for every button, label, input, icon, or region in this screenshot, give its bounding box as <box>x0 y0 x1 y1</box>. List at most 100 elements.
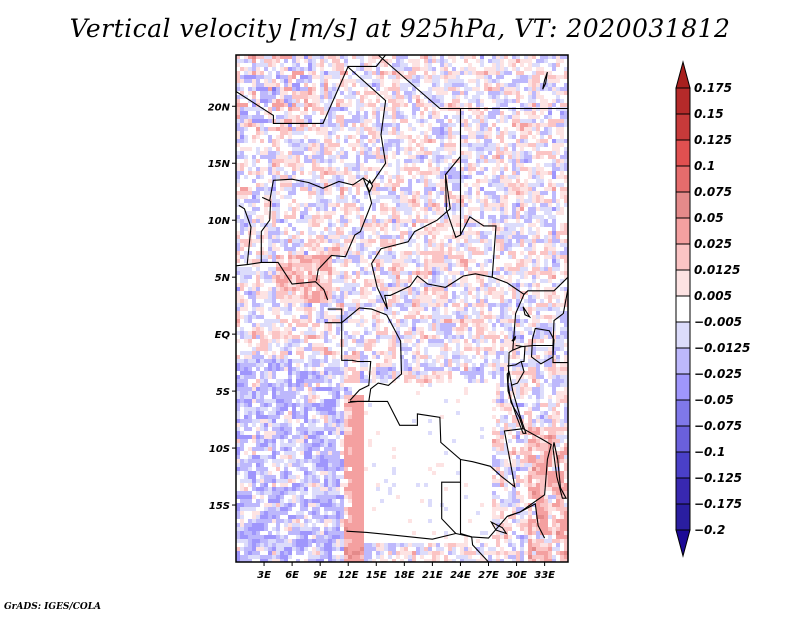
field-cell <box>348 111 352 115</box>
field-cell <box>460 171 464 175</box>
field-cell <box>452 123 456 127</box>
field-cell <box>464 143 468 147</box>
field-cell <box>340 55 344 59</box>
field-cell <box>400 307 404 311</box>
field-cell <box>240 299 244 303</box>
field-cell <box>416 259 420 263</box>
field-cell <box>292 191 296 195</box>
field-cell <box>332 207 336 211</box>
field-cell <box>272 267 276 271</box>
field-cell <box>300 219 304 223</box>
field-cell <box>360 167 364 171</box>
field-cell <box>424 155 428 159</box>
field-cell <box>296 147 300 151</box>
field-cell <box>492 343 496 347</box>
field-cell <box>236 395 240 399</box>
field-cell <box>564 155 568 159</box>
field-cell <box>348 355 352 359</box>
field-cell <box>428 323 432 327</box>
field-cell <box>480 59 484 63</box>
field-cell <box>300 255 304 259</box>
field-cell <box>528 127 532 131</box>
field-cell <box>468 199 472 203</box>
field-cell <box>376 267 380 271</box>
field-cell <box>308 95 312 99</box>
field-cell <box>336 143 340 147</box>
field-cell <box>456 255 460 259</box>
field-cell <box>412 223 416 227</box>
field-cell <box>476 263 480 267</box>
field-cell <box>444 127 448 131</box>
field-cell <box>380 375 384 379</box>
field-cell <box>312 143 316 147</box>
field-cell <box>412 295 416 299</box>
field-cell <box>464 203 468 207</box>
field-cell <box>288 283 292 287</box>
field-cell <box>472 111 476 115</box>
field-cell <box>312 95 316 99</box>
field-cell <box>472 307 476 311</box>
field-cell <box>284 399 288 403</box>
field-cell <box>536 83 540 87</box>
field-cell <box>440 299 444 303</box>
field-cell <box>316 151 320 155</box>
field-cell <box>476 347 480 351</box>
field-cell <box>344 339 348 343</box>
field-cell <box>324 267 328 271</box>
field-cell <box>528 355 532 359</box>
field-cell <box>268 139 272 143</box>
field-cell <box>560 251 564 255</box>
field-cell <box>440 103 444 107</box>
field-cell <box>296 131 300 135</box>
field-cell <box>360 339 364 343</box>
field-cell <box>396 295 400 299</box>
field-cell <box>328 147 332 151</box>
field-cell <box>240 223 244 227</box>
field-cell <box>324 299 328 303</box>
field-cell <box>320 287 324 291</box>
field-cell <box>488 191 492 195</box>
field-cell <box>380 307 384 311</box>
field-cell <box>380 175 384 179</box>
field-cell <box>244 363 248 367</box>
field-cell <box>512 123 516 127</box>
field-cell <box>456 283 460 287</box>
field-cell <box>544 323 548 327</box>
field-cell <box>264 67 268 71</box>
field-cell <box>504 235 508 239</box>
field-cell <box>524 259 528 263</box>
field-cell <box>236 219 240 223</box>
field-cell <box>436 227 440 231</box>
field-cell <box>328 383 332 387</box>
field-cell <box>540 387 544 391</box>
field-cell <box>548 327 552 331</box>
field-cell <box>556 159 560 163</box>
field-cell <box>476 239 480 243</box>
field-cell <box>352 379 356 383</box>
field-cell <box>468 155 472 159</box>
field-cell <box>364 319 368 323</box>
field-cell <box>544 327 548 331</box>
field-cell <box>500 131 504 135</box>
field-cell <box>332 183 336 187</box>
field-cell <box>536 219 540 223</box>
field-cell <box>268 99 272 103</box>
field-cell <box>340 179 344 183</box>
field-cell <box>380 267 384 271</box>
field-cell <box>500 347 504 351</box>
field-cell <box>252 359 256 363</box>
field-cell <box>320 351 324 355</box>
field-cell <box>436 263 440 267</box>
field-cell <box>512 379 516 383</box>
field-cell <box>268 367 272 371</box>
field-cell <box>312 291 316 295</box>
field-cell <box>460 311 464 315</box>
field-cell <box>376 375 380 379</box>
field-cell <box>444 275 448 279</box>
field-cell <box>416 371 420 375</box>
field-cell <box>268 87 272 91</box>
field-cell <box>316 255 320 259</box>
field-cell <box>320 147 324 151</box>
field-cell <box>284 99 288 103</box>
